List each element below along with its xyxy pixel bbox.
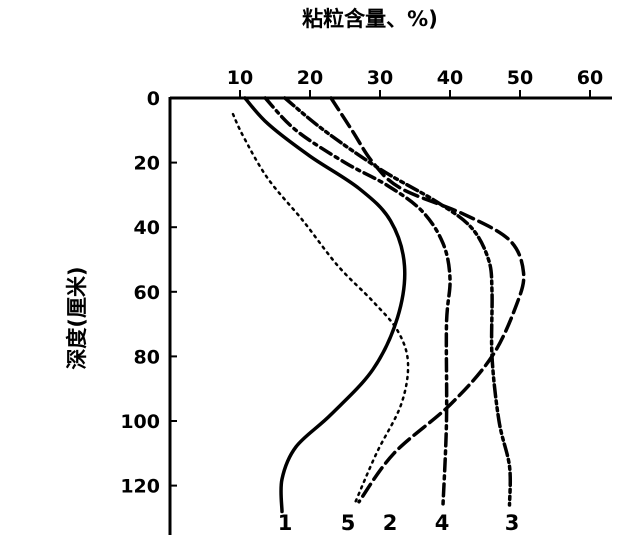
- curve-1: [243, 96, 407, 514]
- y-tick-label: 0: [147, 88, 160, 110]
- x-tick-label: 30: [367, 67, 393, 89]
- chart-title: 粘粒含量、%): [302, 7, 438, 31]
- curve-label-2: 2: [383, 511, 398, 535]
- y-tick-label: 60: [134, 282, 160, 304]
- y-axis-label: 深度(厘米): [65, 266, 89, 369]
- x-tick-label: 20: [297, 67, 323, 89]
- x-tick-label: 40: [437, 67, 463, 89]
- x-tick-label: 60: [577, 67, 603, 89]
- y-tick-label: 120: [120, 476, 160, 498]
- y-tick-label: 80: [134, 346, 160, 368]
- curve-5: [231, 112, 410, 503]
- y-tick-label: 40: [134, 217, 160, 239]
- curve-label-3: 3: [505, 511, 520, 535]
- curve-2: [329, 96, 526, 504]
- y-tick-label: 20: [134, 153, 160, 175]
- curve-3: [283, 96, 513, 507]
- x-tick-label: 50: [507, 67, 533, 89]
- curve-4: [263, 96, 452, 507]
- curve-label-1: 1: [278, 511, 293, 535]
- curve-label-4: 4: [435, 511, 450, 535]
- x-tick-label: 10: [227, 67, 253, 89]
- curve-label-5: 5: [341, 511, 356, 535]
- y-tick-label: 100: [120, 411, 160, 433]
